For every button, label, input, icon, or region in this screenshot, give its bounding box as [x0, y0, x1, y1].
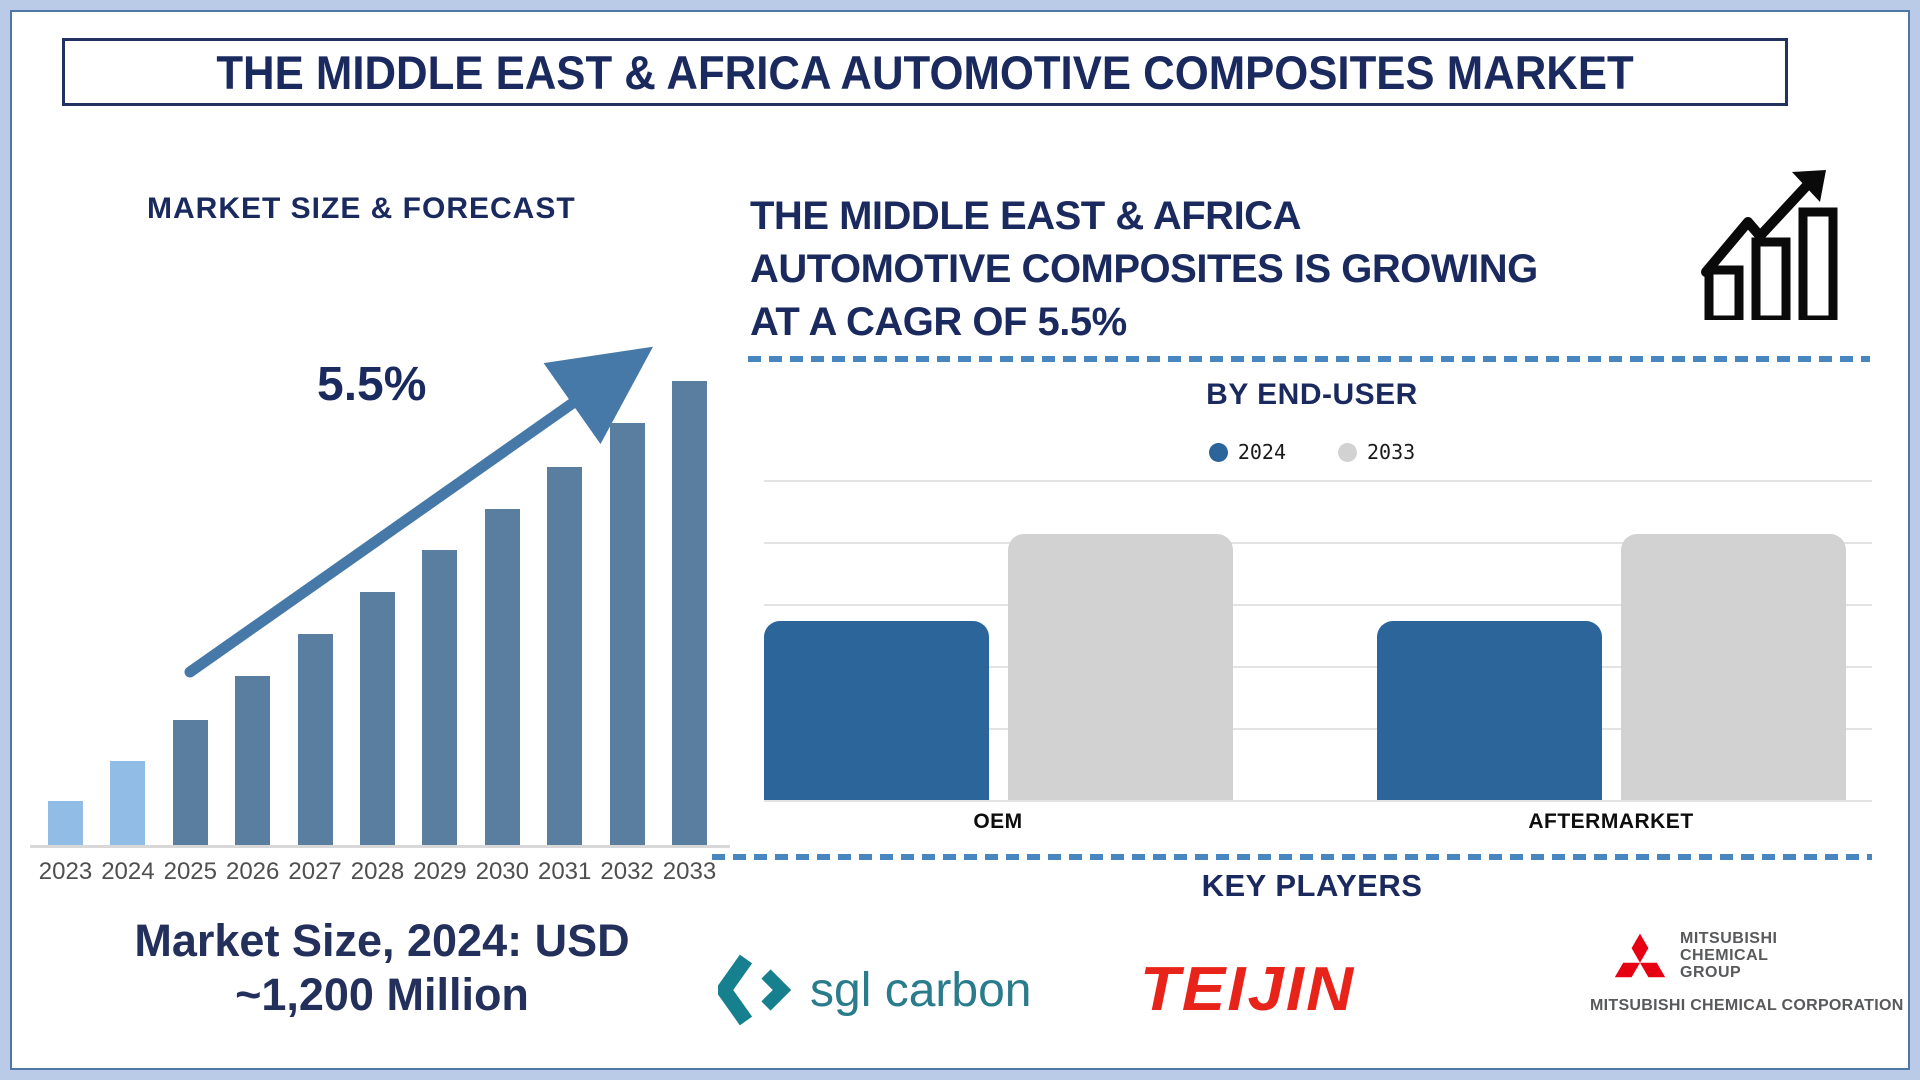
bar-2029 [422, 550, 458, 845]
year-label-2023: 2023 [38, 858, 93, 885]
cagr-statement: THE MIDDLE EAST & AFRICA AUTOMOTIVE COMP… [750, 190, 1710, 349]
year-label-2031: 2031 [537, 858, 592, 885]
growth-bars-arrow-icon [1701, 170, 1838, 320]
bar-aftermarket-2033 [1621, 534, 1846, 800]
bar-oem-2024 [764, 621, 989, 800]
legend-label-2024: 2024 [1237, 440, 1286, 464]
year-label-2027: 2027 [288, 858, 342, 885]
teijin-logo: TEIJIN [1140, 954, 1355, 1025]
x-axis-line [30, 845, 730, 848]
trend-up-arrow-icon [184, 346, 654, 678]
bar-2025 [172, 720, 208, 845]
cagr-value-label: 5.5% [317, 358, 427, 411]
bar-2032 [609, 423, 645, 845]
market-size-forecast-plot [42, 378, 732, 845]
year-label-2030: 2030 [475, 858, 529, 885]
mitsubishi-corporation-wordmark: MITSUBISHI CHEMICAL CORPORATION [1590, 997, 1904, 1014]
cagr-statement-line2: AUTOMOTIVE COMPOSITES IS GROWING [750, 247, 1538, 291]
gridline [764, 666, 1872, 668]
page-canvas: THE MIDDLE EAST & AFRICA AUTOMOTIVE COMP… [10, 10, 1910, 1070]
by-end-user-title: BY END-USER [1206, 378, 1418, 411]
year-label-2025: 2025 [163, 858, 217, 885]
year-label-2029: 2029 [413, 858, 467, 885]
market-size-2024-note: Market Size, 2024: USD ~1,200 Million [42, 914, 722, 1022]
baseline [764, 800, 1872, 802]
mitsubishi-three-diamonds-icon [1614, 933, 1666, 977]
bar-2023 [48, 801, 83, 845]
mitsubishi-group-wordmark: MITSUBISHI CHEMICAL GROUP [1680, 930, 1777, 981]
x-axis-year-labels: 2023 2024 2025 2026 2027 2028 2029 2030 2031 2032… [39, 858, 732, 888]
teijin-wordmark: TEIJIN [1140, 955, 1356, 1024]
bar-2030 [484, 509, 520, 845]
gridline [764, 604, 1872, 606]
mitsubishi-chemical-logo: MITSUBISHI CHEMICAL GROUP MITSUBISHI CHE… [1590, 930, 1904, 1015]
mitsubishi-group-line3: GROUP [1680, 964, 1742, 981]
bar-2031 [547, 467, 583, 845]
year-label-2028: 2028 [350, 858, 405, 885]
sgl-chevrons-icon [718, 954, 792, 1026]
legend-dot-2024 [1208, 442, 1228, 462]
by-end-user-plot: OEM AFTERMARKET [764, 480, 1872, 833]
bar-2024 [110, 761, 146, 845]
legend-item-2033: 2033 [1338, 440, 1415, 464]
bar-2033 [672, 381, 707, 845]
mitsubishi-group-line2: CHEMICAL [1680, 947, 1769, 964]
category-label-aftermarket: AFTERMARKET [1528, 810, 1694, 833]
bar-2027 [297, 634, 333, 845]
gridline [764, 480, 1872, 482]
by-end-user-legend: 2024 2033 [752, 440, 1872, 464]
page-title: THE MIDDLE EAST & AFRICA AUTOMOTIVE COMP… [216, 45, 1634, 99]
title-banner: THE MIDDLE EAST & AFRICA AUTOMOTIVE COMP… [62, 38, 1788, 106]
bar-oem-2033 [1008, 534, 1233, 800]
year-label-2024: 2024 [101, 858, 155, 885]
bar-2028 [360, 592, 395, 845]
year-label-2033: 2033 [662, 858, 717, 885]
market-size-forecast-title: MARKET SIZE & FORECAST [147, 192, 576, 225]
cagr-statement-line1: THE MIDDLE EAST & AFRICA [750, 194, 1301, 238]
market-size-note-line1: Market Size, 2024: USD [134, 915, 630, 966]
year-label-2032: 2032 [600, 858, 654, 885]
dashed-divider-top [748, 356, 1870, 362]
legend-label-2033: 2033 [1367, 440, 1416, 464]
legend-dot-2033 [1338, 442, 1357, 462]
market-size-note-line2: ~1,200 Million [235, 969, 529, 1020]
bar-2026 [235, 676, 271, 845]
dashed-divider-bottom [712, 854, 1872, 860]
bar-aftermarket-2024 [1377, 621, 1602, 800]
gridline [764, 728, 1872, 730]
category-label-oem: OEM [973, 810, 1023, 833]
cagr-statement-line3: AT A CAGR OF 5.5% [750, 300, 1127, 344]
year-label-2026: 2026 [225, 858, 280, 885]
mitsubishi-group-line1: MITSUBISHI [1680, 930, 1778, 947]
gridline [764, 542, 1872, 544]
key-players-title: KEY PLAYERS [1201, 868, 1423, 903]
legend-item-2024: 2024 [1208, 440, 1286, 464]
sgl-carbon-wordmark: sgl carbon [810, 963, 1032, 1017]
sgl-carbon-logo: sgl carbon [718, 952, 1031, 1028]
